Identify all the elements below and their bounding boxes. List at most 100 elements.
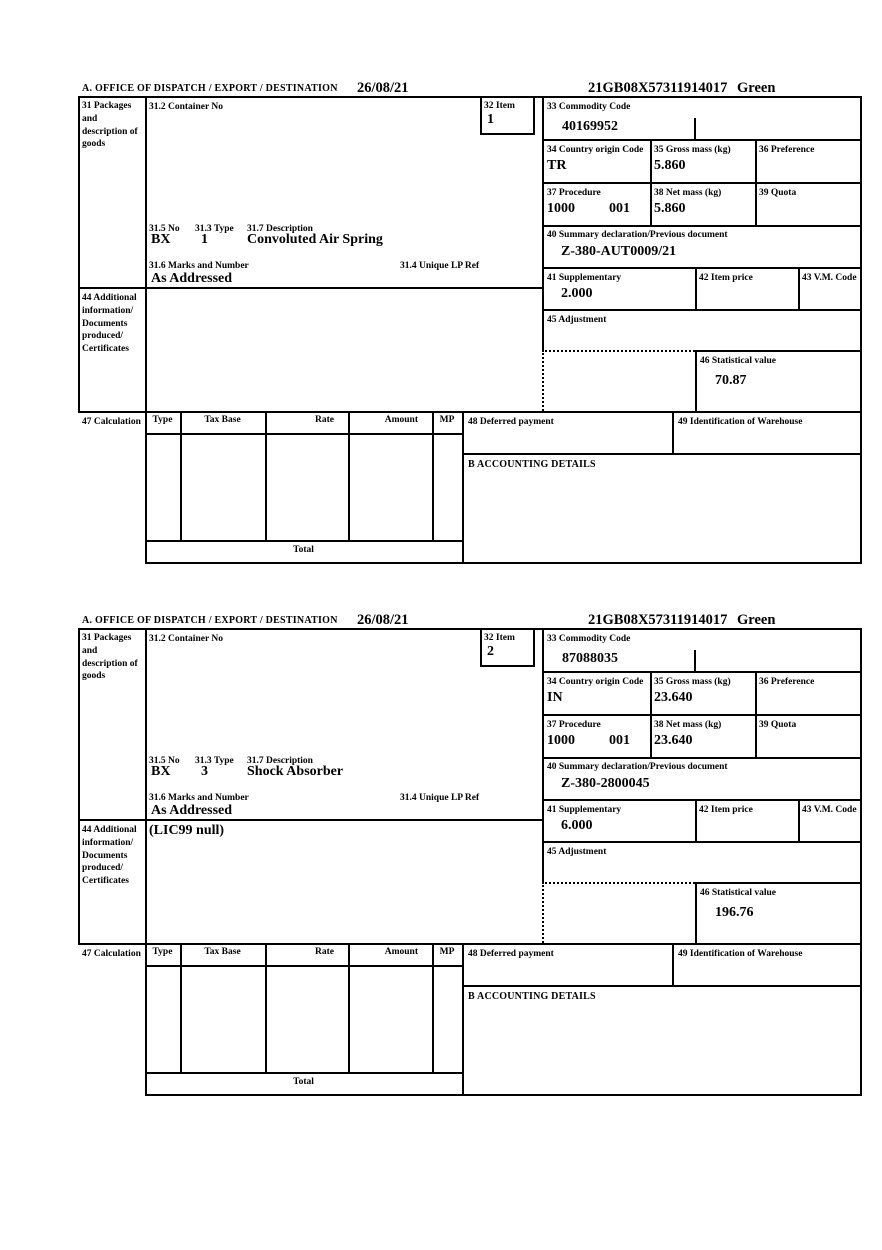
- warehouse-id-label: 49 Identification of Warehouse: [678, 949, 803, 959]
- description-label: 31.7 Description: [247, 756, 313, 766]
- dotted-divider: [542, 882, 544, 943]
- item-2-section: A. OFFICE OF DISPATCH / EXPORT / DESTINA…: [78, 612, 862, 1098]
- divider: [348, 943, 350, 1072]
- calculation-label: 47 Calculation: [82, 417, 141, 427]
- package-no-label: 31.5 No: [149, 756, 180, 766]
- divider: [265, 943, 267, 1072]
- lp-ref-label: 31.4 Unique LP Ref: [400, 261, 480, 271]
- divider: [78, 628, 80, 943]
- divider: [462, 943, 464, 1096]
- divider: [542, 714, 862, 716]
- divider: [542, 628, 544, 882]
- routing-value: Green: [737, 80, 776, 96]
- rate-header: Rate: [315, 947, 334, 957]
- marks-label: 31.6 Marks and Number: [149, 261, 249, 271]
- procedure-suffix-value: 001: [609, 201, 630, 216]
- divider: [650, 671, 652, 757]
- procedure-suffix-value: 001: [609, 733, 630, 748]
- description-value: Shock Absorber: [247, 764, 344, 779]
- routing-value: Green: [737, 612, 776, 628]
- vm-code-label: 43 V.M. Code: [802, 273, 857, 283]
- divider: [180, 943, 182, 1072]
- divider: [695, 799, 697, 841]
- package-no-label: 31.5 No: [149, 224, 180, 234]
- marks-value: As Addressed: [151, 271, 233, 286]
- accounting-details-label: B ACCOUNTING DETAILS: [468, 459, 596, 470]
- divider: [542, 671, 862, 673]
- origin-label: 34 Country origin Code: [547, 677, 644, 687]
- dispatch-date: 26/08/21: [357, 612, 409, 628]
- divider: [145, 1094, 862, 1096]
- divider: [145, 1072, 464, 1074]
- supplementary-value: 6.000: [561, 818, 593, 833]
- warehouse-id-label: 49 Identification of Warehouse: [678, 417, 803, 427]
- divider: [694, 118, 696, 139]
- adjustment-label: 45 Adjustment: [547, 315, 607, 325]
- additional-info-value: (LIC99 null): [149, 823, 225, 838]
- additional-info-label: 44 Additional information/ Documents pro…: [82, 825, 137, 887]
- vm-code-label: 43 V.M. Code: [802, 805, 857, 815]
- divider: [695, 882, 862, 884]
- divider: [798, 267, 800, 309]
- quota-label: 39 Quota: [759, 188, 797, 198]
- item-label: 32 Item: [484, 101, 515, 111]
- package-count-value: 3: [201, 764, 208, 779]
- item-price-label: 42 Item price: [699, 805, 753, 815]
- divider: [145, 965, 464, 967]
- supplementary-label: 41 Supplementary: [547, 805, 622, 815]
- section-header: A. OFFICE OF DISPATCH / EXPORT / DESTINA…: [78, 612, 862, 628]
- divider: [462, 985, 862, 987]
- gross-mass-value: 23.640: [654, 690, 693, 705]
- divider: [145, 628, 147, 1096]
- divider: [78, 628, 862, 630]
- container-no-label: 31.2 Container No: [149, 634, 223, 644]
- supplementary-label: 41 Supplementary: [547, 273, 622, 283]
- packages-label: 31 Packages and description of goods: [82, 101, 138, 150]
- origin-label: 34 Country origin Code: [547, 145, 644, 155]
- amount-header: Amount: [384, 415, 418, 425]
- mp-header: MP: [439, 947, 455, 957]
- divider: [78, 819, 544, 821]
- divider: [542, 225, 862, 227]
- divider: [145, 96, 147, 564]
- tax-type-header: Type: [152, 947, 173, 957]
- statistical-value: 70.87: [715, 373, 747, 388]
- item-number: 2: [487, 644, 494, 659]
- origin-value: TR: [547, 158, 567, 173]
- procedure-value: 1000: [547, 733, 575, 748]
- origin-value: IN: [547, 690, 563, 705]
- net-mass-value: 23.640: [654, 733, 693, 748]
- divider: [180, 411, 182, 540]
- divider: [145, 433, 464, 435]
- package-code-value: BX: [151, 764, 171, 779]
- form-grid: 31 Packages and description of goods 31.…: [78, 96, 862, 566]
- tax-type-header: Type: [152, 415, 173, 425]
- divider: [695, 882, 697, 943]
- statistical-value-label: 46 Statistical value: [700, 888, 776, 898]
- tax-base-header: Tax Base: [204, 947, 241, 957]
- total-label: Total: [293, 1077, 314, 1087]
- net-mass-label: 38 Net mass (kg): [654, 720, 722, 730]
- accounting-details-label: B ACCOUNTING DETAILS: [468, 991, 596, 1002]
- package-code-value: BX: [151, 232, 171, 247]
- divider: [798, 799, 800, 841]
- total-label: Total: [293, 545, 314, 555]
- gross-mass-value: 5.860: [654, 158, 686, 173]
- calculation-label: 47 Calculation: [82, 949, 141, 959]
- marks-label: 31.6 Marks and Number: [149, 793, 249, 803]
- procedure-label: 37 Procedure: [547, 720, 601, 730]
- item-number: 1: [487, 112, 494, 127]
- divider: [542, 841, 862, 843]
- divider: [432, 943, 434, 1072]
- commodity-code-label: 33 Commodity Code: [547, 634, 631, 644]
- dotted-divider: [542, 350, 695, 352]
- description-label: 31.7 Description: [247, 224, 313, 234]
- previous-document-label: 40 Summary declaration/Previous document: [547, 762, 728, 772]
- item-price-label: 42 Item price: [699, 273, 753, 283]
- divider: [432, 411, 434, 540]
- divider: [695, 350, 862, 352]
- item-label: 32 Item: [484, 633, 515, 643]
- divider: [694, 650, 696, 671]
- net-mass-label: 38 Net mass (kg): [654, 188, 722, 198]
